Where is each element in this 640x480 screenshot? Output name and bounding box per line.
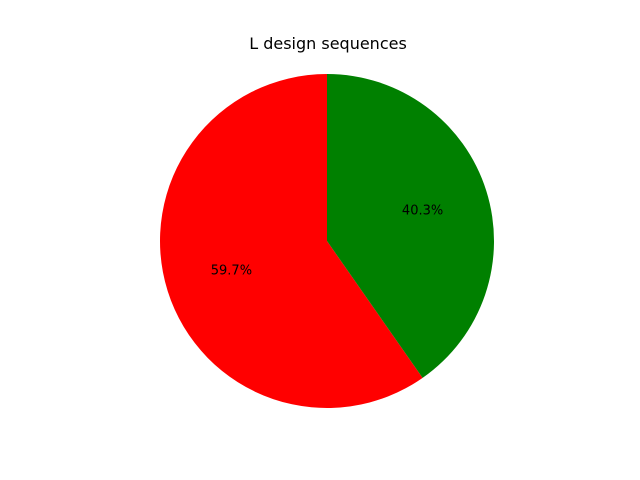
pie-slices xyxy=(160,74,495,408)
pie-slice-label-2: 40.3% xyxy=(402,203,443,218)
chart-title: L design sequences xyxy=(249,34,407,53)
pie-slice-2 xyxy=(327,74,495,378)
pie-slice-1 xyxy=(160,74,423,408)
pie-slice-labels: 59.7% 40.3% xyxy=(211,203,443,278)
pie-slice-label-1: 59.7% xyxy=(211,264,252,279)
